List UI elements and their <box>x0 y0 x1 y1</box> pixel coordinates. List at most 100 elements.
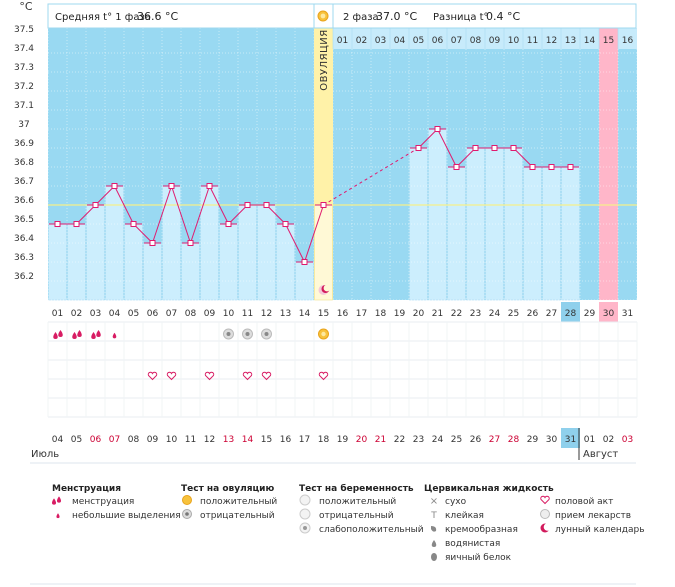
difference-value: 0.4 °C <box>486 10 520 23</box>
cycle-day-label: 17 <box>356 309 367 319</box>
cycle-day-label: 16 <box>337 309 349 319</box>
month-label: Август <box>583 449 618 460</box>
legend-item-label: отрицательный <box>200 511 275 521</box>
ovulation-test-negative-core <box>264 332 269 336</box>
phase2-day-highlight <box>599 28 618 49</box>
calendar-date-label: 03 <box>622 435 633 445</box>
calendar-date-label: 22 <box>394 435 405 445</box>
calendar-date-label: 10 <box>166 435 178 445</box>
temp-segment <box>171 185 191 244</box>
temp-point-day-10[interactable] <box>225 221 232 227</box>
calendar-date-label: 18 <box>318 435 330 445</box>
temp-bar-day-24 <box>485 147 504 301</box>
cycle-day-label: 19 <box>394 309 406 319</box>
temp-point-day-26[interactable] <box>529 164 536 170</box>
temp-point-day-23[interactable] <box>472 145 479 151</box>
phase2-day-label: 07 <box>451 36 462 46</box>
temp-point-day-07[interactable] <box>168 183 175 189</box>
temp-point-day-25[interactable] <box>510 145 517 151</box>
menstruation-drop-icon <box>91 332 96 339</box>
phase2-day-label: 16 <box>622 36 634 46</box>
temp-point-day-03[interactable] <box>92 202 99 208</box>
legend-item-label: слабоположительный <box>319 525 424 535</box>
phase2-day-label: 04 <box>394 36 406 46</box>
cycle-day-label: 27 <box>546 309 557 319</box>
cycle-day-label: 12 <box>261 309 272 319</box>
temp-segment <box>418 128 438 149</box>
temp-point-day-20[interactable] <box>415 145 422 151</box>
cycle-day-label: 04 <box>109 309 121 319</box>
calendar-date-label: 14 <box>242 435 254 445</box>
legend-title: Цервикальная жидкость <box>424 484 554 494</box>
temp-point-day-21[interactable] <box>434 126 441 132</box>
temp-point-day-02[interactable] <box>73 221 80 227</box>
temp-point-day-12[interactable] <box>263 202 270 208</box>
temp-bar-day-20 <box>409 147 428 301</box>
temp-point-day-11[interactable] <box>244 202 251 208</box>
dry-icon: × <box>430 496 438 507</box>
menstruation-drop-icon <box>56 496 62 503</box>
pregnancy-test-positive-icon <box>299 494 311 506</box>
calendar-date-label: 19 <box>337 435 349 445</box>
calendar-date-label: 07 <box>109 435 120 445</box>
calendar-date-label: 31 <box>565 435 576 445</box>
phase2-day-label: 02 <box>356 36 367 46</box>
cycle-day-label: 07 <box>166 309 177 319</box>
temp-segment <box>304 204 324 263</box>
temp-point-day-28[interactable] <box>567 164 574 170</box>
temp-point-day-24[interactable] <box>491 145 498 151</box>
phase2-day-label: 14 <box>584 36 596 46</box>
cycle-day-label: 28 <box>565 309 577 319</box>
temp-segment <box>323 147 419 206</box>
calendar-date-label: 27 <box>489 435 500 445</box>
chart-header: Средняя t° 1 фаза 36.6 °C 2 фаза 37.0 °C… <box>47 3 637 29</box>
cycle-day-label: 06 <box>147 309 159 319</box>
temp-point-day-01[interactable] <box>54 221 61 227</box>
spotting-drop-icon <box>112 332 117 339</box>
temp-point-day-08[interactable] <box>187 240 194 246</box>
temp-segment <box>95 185 115 206</box>
calendar-date-label: 04 <box>52 435 64 445</box>
spotting-drop-icon <box>56 513 60 519</box>
temp-bar-day-11 <box>238 204 257 301</box>
temp-bar-day-27 <box>542 166 561 301</box>
y-tick-label: 36.8 <box>14 158 34 168</box>
calendar-date-label: 05 <box>71 435 82 445</box>
legend-item-label: отрицательный <box>319 511 394 521</box>
calendar-date-label: 17 <box>299 435 310 445</box>
y-tick-label: 37.3 <box>14 63 34 73</box>
difference-label: Разница t° <box>433 12 489 23</box>
highlight-day-cell <box>599 302 618 322</box>
sticky-icon: T <box>430 511 437 521</box>
temp-bar-day-26 <box>523 166 542 301</box>
legend-item-label: сухо <box>445 497 467 507</box>
temp-point-day-15[interactable] <box>320 202 327 208</box>
temp-bar-day-09 <box>200 185 219 301</box>
calendar-date-label: 16 <box>280 435 292 445</box>
cycle-day-label: 20 <box>413 309 425 319</box>
temp-point-day-06[interactable] <box>149 240 156 246</box>
legend-item-label: яичный белок <box>445 553 512 563</box>
temp-point-day-09[interactable] <box>206 183 213 189</box>
temp-point-day-14[interactable] <box>301 259 308 265</box>
cycle-day-label: 22 <box>451 309 462 319</box>
temp-point-day-13[interactable] <box>282 221 289 227</box>
today-highlight <box>561 428 580 448</box>
temp-point-day-04[interactable] <box>111 183 118 189</box>
cycle-day-label: 02 <box>71 309 82 319</box>
menstruation-drop-icon <box>58 330 63 337</box>
temp-point-day-22[interactable] <box>453 164 460 170</box>
y-tick-label: 37 <box>18 120 29 130</box>
cycle-day-label: 23 <box>470 309 481 319</box>
temp-point-day-05[interactable] <box>130 221 137 227</box>
y-tick-label: 36.3 <box>14 253 34 263</box>
temp-bar-day-03 <box>86 204 105 301</box>
cycle-day-label: 05 <box>128 309 139 319</box>
legend-title: Тест на беременность <box>299 483 414 494</box>
temp-point-day-27[interactable] <box>548 164 555 170</box>
intercourse-heart-icon <box>261 371 272 381</box>
legend-item-label: небольшие выделения <box>72 511 181 521</box>
temp-bar-day-06 <box>143 242 162 301</box>
temp-bar-day-28 <box>561 166 580 301</box>
temp-segment <box>76 204 96 225</box>
